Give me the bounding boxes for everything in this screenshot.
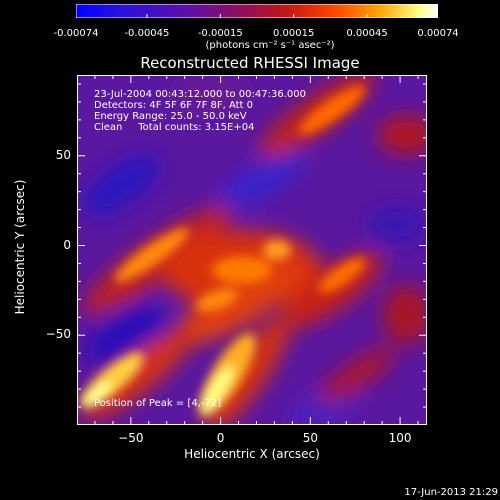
colorbar-tick-label: -0.00015 [197, 28, 243, 39]
x-axis-label: Heliocentric X (arcsec) [184, 447, 320, 461]
x-tick-label: 100 [388, 431, 412, 445]
info-clean-counts: Clean Total counts: 3.15E+04 [94, 122, 254, 133]
info-detectors: Detectors: 4F 5F 6F 7F 8F, Att 0 [94, 100, 253, 111]
y-tick-label: 0 [63, 237, 71, 252]
chart-title: Reconstructed RHESSI Image [140, 54, 360, 72]
colorbar-tick-label: -0.00074 [53, 28, 99, 39]
colorbar-tick-label: 0.00045 [346, 28, 388, 39]
y-tick-label: 50 [55, 147, 71, 162]
colorbar-units: (photons cm⁻² s⁻¹ asec⁻²) [205, 40, 335, 51]
info-peak-position: Position of Peak = [4,-72] [94, 398, 221, 409]
info-time-range: 23-Jul-2004 00:43:12.000 to 00:47:36.000 [94, 89, 306, 100]
y-tick-label: −50 [45, 327, 71, 342]
axis-ticks [77, 75, 427, 425]
info-energy-range: Energy Range: 25.0 - 50.0 keV [94, 111, 247, 122]
x-tick-label: −50 [118, 431, 144, 445]
x-tick-label: 0 [216, 431, 225, 445]
heatmap-hotspots [80, 85, 366, 417]
plot-area: 23-Jul-2004 00:43:12.000 to 00:47:36.000… [77, 75, 427, 425]
timestamp-footer: 17-Jun-2013 21:29 [404, 487, 498, 498]
info-annotations: 23-Jul-2004 00:43:12.000 to 00:47:36.000… [94, 89, 306, 409]
colorbar [76, 4, 438, 18]
colorbar-tick-label: 0.00074 [417, 28, 459, 39]
colorbar-tick-label: 0.00015 [273, 28, 315, 39]
x-tick-label: 50 [302, 431, 318, 445]
colorbar-tick-label: -0.00045 [124, 28, 170, 39]
plot-frame [77, 75, 427, 425]
y-axis-label: Heliocentric Y (arcsec) [13, 179, 27, 315]
